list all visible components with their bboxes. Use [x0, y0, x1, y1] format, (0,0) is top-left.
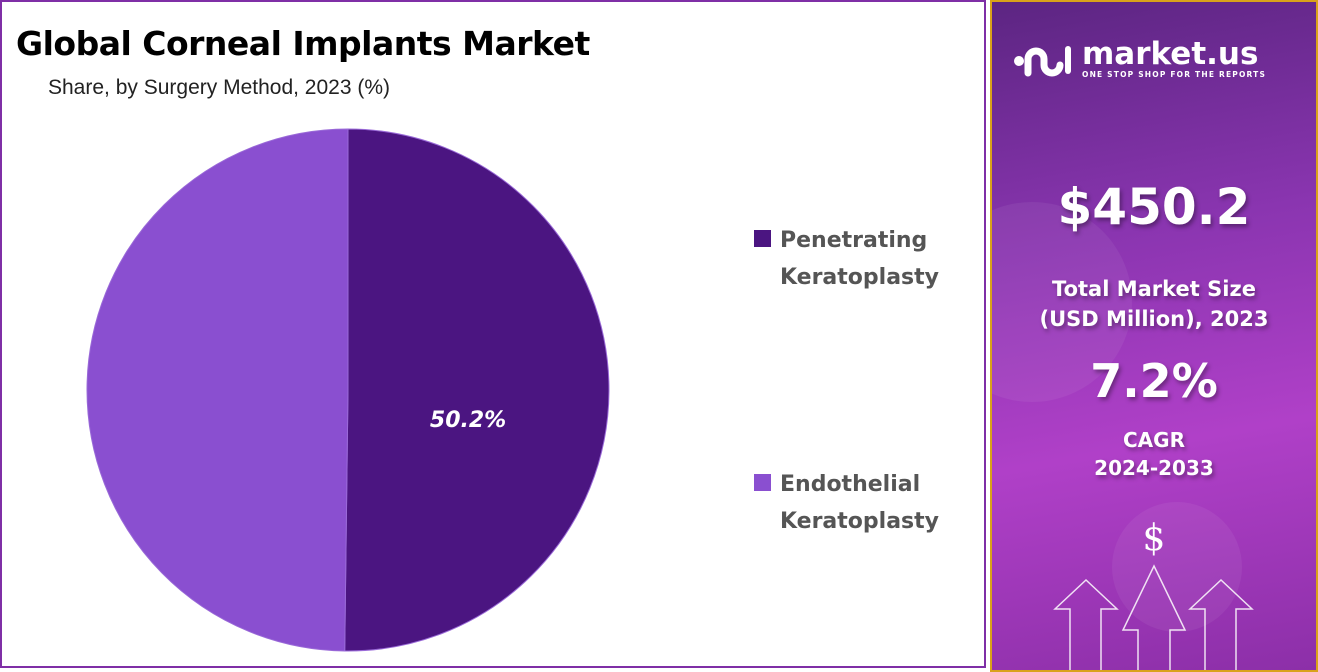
up-arrow-icon	[1188, 578, 1254, 670]
legend-swatch	[754, 230, 771, 247]
market-us-logo: market.us ONE STOP SHOP FOR THE REPORTS	[1012, 38, 1266, 79]
brand-tagline: ONE STOP SHOP FOR THE REPORTS	[1082, 70, 1267, 79]
cagr-label-line2: 2024-2033	[1094, 456, 1214, 480]
market-value-label-line1: Total Market Size	[1052, 277, 1256, 301]
market-value-label: Total Market Size (USD Million), 2023	[992, 274, 1316, 334]
cagr-label: CAGR 2024-2033	[992, 426, 1316, 482]
pie-slice-penetrating-keratoplasty	[344, 128, 610, 652]
up-arrow-icon	[1053, 578, 1119, 670]
cagr-value: 7.2%	[1090, 354, 1218, 408]
up-arrows-decor	[1053, 564, 1254, 670]
chart-frame: Global Corneal Implants Market Share, by…	[0, 0, 986, 668]
summary-panel: market.us ONE STOP SHOP FOR THE REPORTS …	[990, 0, 1318, 672]
legend-item-endothelial: Endothelial Keratoplasty	[754, 466, 970, 540]
pie-chart: 50.2%	[86, 128, 610, 652]
dollar-icon: $	[1142, 518, 1166, 559]
brand-name: market.us	[1082, 36, 1259, 72]
decor-circle	[1112, 502, 1242, 632]
legend-item-penetrating: Penetrating Keratoplasty	[754, 222, 970, 296]
chart-subtitle: Share, by Surgery Method, 2023 (%)	[48, 76, 391, 99]
legend-label: Endothelial Keratoplasty	[780, 472, 939, 534]
market-value-label-line2: (USD Million), 2023	[1039, 307, 1269, 331]
chart-title: Global Corneal Implants Market	[16, 24, 590, 63]
market-value: $450.2	[1057, 178, 1251, 236]
cagr-label-line1: CAGR	[1123, 428, 1185, 452]
pie-slice-endothelial-keratoplasty	[86, 128, 349, 652]
legend-label: Penetrating Keratoplasty	[780, 228, 939, 290]
legend-swatch	[754, 474, 771, 491]
pie-data-label: 50.2%	[430, 408, 506, 433]
up-arrow-icon	[1121, 564, 1187, 670]
logo-mark-icon	[1014, 45, 1071, 76]
